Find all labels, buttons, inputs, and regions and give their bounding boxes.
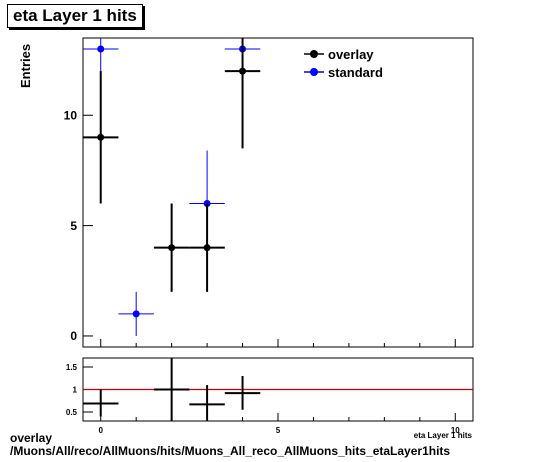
y-tick-label: 0.5 bbox=[66, 408, 78, 417]
legend-standard-marker bbox=[310, 68, 318, 76]
marker bbox=[97, 133, 105, 141]
main-plot-area: 0 5 10 bbox=[64, 38, 456, 347]
y-tick-label: 5 bbox=[70, 219, 77, 233]
data-point bbox=[83, 389, 119, 417]
data-point bbox=[153, 358, 190, 421]
y-tick-label: 0 bbox=[70, 329, 77, 343]
x-tick-label: 0 bbox=[99, 426, 104, 435]
marker bbox=[168, 244, 176, 252]
x-axis-label: eta Layer 1 hits bbox=[414, 431, 473, 440]
legend-standard-label: standard bbox=[328, 65, 383, 80]
data-point bbox=[83, 71, 119, 204]
y-tick-label: 10 bbox=[64, 108, 78, 122]
data-point bbox=[224, 38, 261, 149]
legend-overlay-label: overlay bbox=[328, 47, 374, 62]
chart-title: eta Layer 1 hits bbox=[7, 4, 143, 28]
legend-overlay-marker bbox=[310, 50, 318, 58]
data-point bbox=[153, 203, 190, 292]
footer-line-2: /Muons/All/reco/AllMuons/hits/Muons_All_… bbox=[10, 444, 451, 458]
x-tick-label: 5 bbox=[276, 426, 281, 435]
data-point bbox=[189, 203, 225, 292]
marker bbox=[132, 310, 140, 318]
x-tick-label: 10 bbox=[451, 426, 460, 435]
data-point bbox=[118, 291, 154, 336]
main-frame bbox=[82, 37, 474, 348]
ratio-plot-area: 0.5 1 1.5 0 5 10 bbox=[66, 358, 473, 435]
footer-line-1: overlay bbox=[10, 431, 53, 445]
data-point bbox=[189, 385, 225, 421]
y-tick-label: 1 bbox=[73, 385, 78, 394]
marker bbox=[239, 67, 247, 75]
data-point bbox=[224, 376, 261, 410]
marker bbox=[203, 244, 211, 252]
marker bbox=[97, 45, 105, 53]
legend: overlay standard bbox=[304, 47, 383, 80]
y-tick-label: 1.5 bbox=[66, 363, 78, 372]
